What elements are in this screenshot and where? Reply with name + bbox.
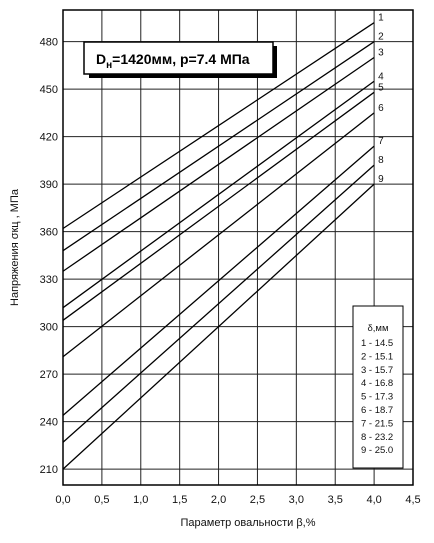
x-tick-label: 0,0 — [55, 494, 70, 506]
y-tick-label: 450 — [40, 84, 58, 96]
parameter-note-text: Dн=1420мм, p=7.4 МПа — [96, 51, 250, 71]
plot-frame — [62, 9, 414, 486]
parameter-note: Dн=1420мм, p=7.4 МПа — [83, 41, 277, 78]
legend-title: δ,мм — [368, 323, 389, 334]
legend-entry: 6 - 18.7 — [361, 405, 393, 416]
series-label-2: 2 — [378, 32, 384, 43]
legend: δ,мм 1 - 14.5 2 - 15.1 3 - 15.7 4 - 16.8 5 -… — [352, 305, 404, 469]
x-tick-label: 3,0 — [289, 494, 304, 506]
series-label-8: 8 — [378, 155, 384, 166]
series-label-6: 6 — [378, 103, 384, 114]
y-tick-label: 270 — [40, 369, 58, 381]
y-tick-label: 360 — [40, 227, 58, 239]
series-line-3 — [62, 56, 375, 272]
y-tick-label: 240 — [40, 417, 58, 429]
legend-entry: 3 - 15.7 — [361, 365, 393, 376]
y-tick-label: 390 — [40, 179, 58, 191]
legend-entry: 5 - 17.3 — [361, 392, 393, 403]
series-line-2 — [62, 41, 375, 252]
x-tick-label: 3,5 — [328, 494, 343, 506]
y-tick-label: 330 — [40, 274, 58, 286]
series-line-7 — [62, 145, 375, 416]
x-tick-label: 2,0 — [211, 494, 226, 506]
axes — [62, 9, 414, 486]
x-tick-label: 2,5 — [250, 494, 265, 506]
legend-entry: 4 - 16.8 — [361, 378, 393, 389]
series-label-7: 7 — [378, 136, 384, 147]
x-tick-label: 4,5 — [405, 494, 420, 506]
y-tick-label: 300 — [40, 322, 58, 334]
y-tick-label: 420 — [40, 132, 58, 144]
note-d: D — [96, 51, 106, 67]
legend-entry: 7 - 21.5 — [361, 418, 393, 429]
legend-entry: 9 - 25.0 — [361, 445, 393, 456]
note-subscript: н — [106, 60, 112, 71]
series-line-1 — [62, 22, 375, 230]
series-line-4 — [62, 80, 375, 309]
series-line-5 — [62, 91, 375, 321]
y-tick-label: 210 — [40, 464, 58, 476]
legend-entry: 1 - 14.5 — [361, 338, 393, 349]
series-label-1: 1 — [378, 13, 384, 24]
x-tick-label: 0,5 — [94, 494, 109, 506]
x-tick-label: 1,5 — [172, 494, 187, 506]
labels: 0,0 0,5 1,0 1,5 2,0 2,5 3,0 3,5 4,0 4,5 210 240 270 3… — [9, 13, 421, 529]
series-label-4: 4 — [378, 71, 384, 82]
legend-entry: 2 - 15.1 — [361, 351, 393, 362]
series-label-3: 3 — [378, 48, 384, 59]
series-label-9: 9 — [378, 174, 384, 185]
series-line-9 — [62, 183, 375, 470]
series-line-6 — [62, 112, 375, 358]
series-lines — [62, 22, 375, 470]
y-axis-title: Напряжения σкц , МПа — [9, 188, 21, 306]
x-tick-label: 4,0 — [366, 494, 381, 506]
series-line-8 — [62, 164, 375, 443]
x-tick-label: 1,0 — [133, 494, 148, 506]
y-tick-label: 480 — [40, 37, 58, 49]
series-label-5: 5 — [378, 82, 384, 93]
x-axis-title: Параметр овальности β,% — [181, 517, 316, 529]
note-rest: =1420мм, p=7.4 МПа — [112, 51, 250, 67]
legend-entry: 8 - 23.2 — [361, 432, 393, 443]
